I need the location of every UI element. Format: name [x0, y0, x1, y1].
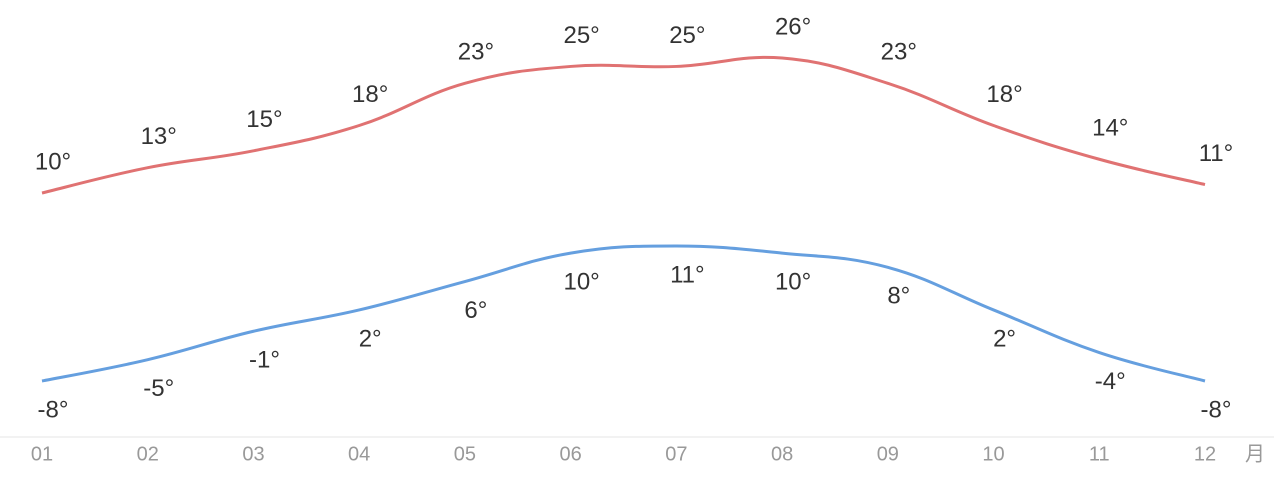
value-label: 23° [458, 39, 494, 66]
value-label: -8° [1201, 396, 1232, 423]
value-label: 11° [670, 261, 705, 288]
value-label: -4° [1095, 368, 1126, 395]
x-tick-label: 10 [982, 443, 1004, 465]
series-line [41, 244, 1206, 383]
x-tick-label: 06 [560, 443, 582, 465]
value-label: 13° [141, 123, 177, 150]
value-label: 26° [775, 13, 811, 40]
value-label: 2° [993, 325, 1016, 352]
x-tick-label: 07 [665, 443, 687, 465]
value-label: 6° [464, 297, 487, 324]
value-label: 25° [669, 22, 705, 49]
value-label: 10° [563, 268, 599, 295]
x-tick-label: 08 [771, 443, 793, 465]
value-label: 15° [246, 106, 282, 133]
value-label: -8° [38, 396, 69, 423]
series-line [41, 55, 1206, 195]
x-tick-label: 01 [31, 443, 53, 465]
value-label: 18° [352, 81, 388, 108]
value-label: -5° [143, 375, 174, 402]
x-tick-label: 03 [242, 443, 264, 465]
x-tick-label: 12 [1194, 443, 1216, 465]
x-tick-label: 05 [454, 443, 476, 465]
value-label: 2° [359, 325, 382, 352]
value-label: -1° [249, 347, 280, 374]
value-label: 25° [563, 22, 599, 49]
value-label: 8° [887, 283, 910, 310]
x-axis-unit: 月 [1245, 443, 1265, 465]
value-label: 11° [1199, 140, 1234, 167]
x-tick-label: 09 [877, 443, 899, 465]
x-tick-label: 11 [1089, 443, 1110, 465]
value-label: 18° [986, 81, 1022, 108]
value-label: 10° [775, 268, 811, 295]
value-label: 14° [1092, 115, 1128, 142]
x-tick-label: 02 [137, 443, 159, 465]
x-tick-label: 04 [348, 443, 370, 465]
value-label: 10° [35, 148, 71, 175]
value-label: 23° [881, 39, 917, 66]
